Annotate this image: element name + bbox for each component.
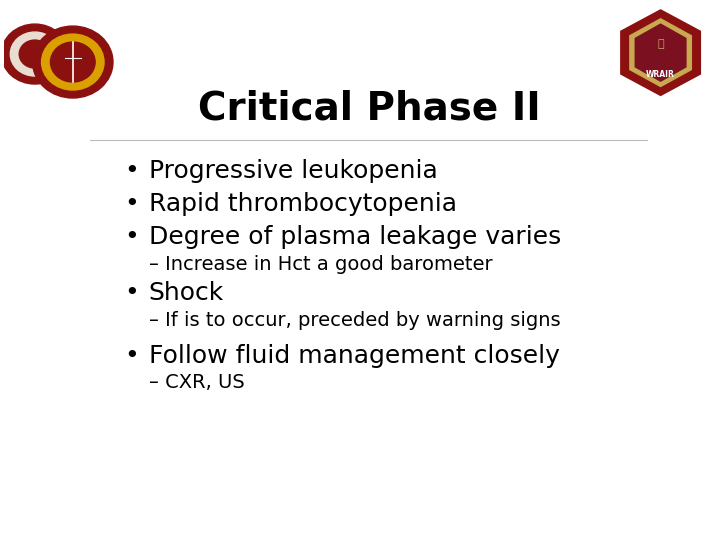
Text: Follow fluid management closely: Follow fluid management closely [148, 344, 559, 368]
Circle shape [42, 34, 104, 90]
Polygon shape [630, 19, 691, 86]
Text: WRAIR: WRAIR [646, 70, 675, 79]
Text: Critical Phase II: Critical Phase II [197, 90, 541, 127]
Text: Degree of plasma leakage varies: Degree of plasma leakage varies [148, 225, 561, 249]
Polygon shape [621, 10, 701, 96]
Text: •: • [125, 225, 139, 249]
Text: •: • [125, 159, 139, 183]
Text: Progressive leukopenia: Progressive leukopenia [148, 159, 437, 183]
Circle shape [10, 32, 60, 76]
Text: Shock: Shock [148, 281, 224, 306]
Text: – CXR, US: – CXR, US [148, 373, 244, 393]
Text: – Increase in Hct a good barometer: – Increase in Hct a good barometer [148, 255, 492, 274]
Circle shape [1, 24, 68, 84]
Text: •: • [125, 344, 139, 368]
Text: 👤: 👤 [657, 39, 664, 49]
Text: Rapid thrombocytopenia: Rapid thrombocytopenia [148, 192, 456, 216]
Circle shape [19, 40, 50, 68]
Text: – If is to occur, preceded by warning signs: – If is to occur, preceded by warning si… [148, 311, 560, 330]
Circle shape [50, 42, 95, 82]
Text: •: • [125, 281, 139, 306]
Polygon shape [635, 24, 686, 81]
Circle shape [32, 26, 113, 98]
Text: •: • [125, 192, 139, 216]
